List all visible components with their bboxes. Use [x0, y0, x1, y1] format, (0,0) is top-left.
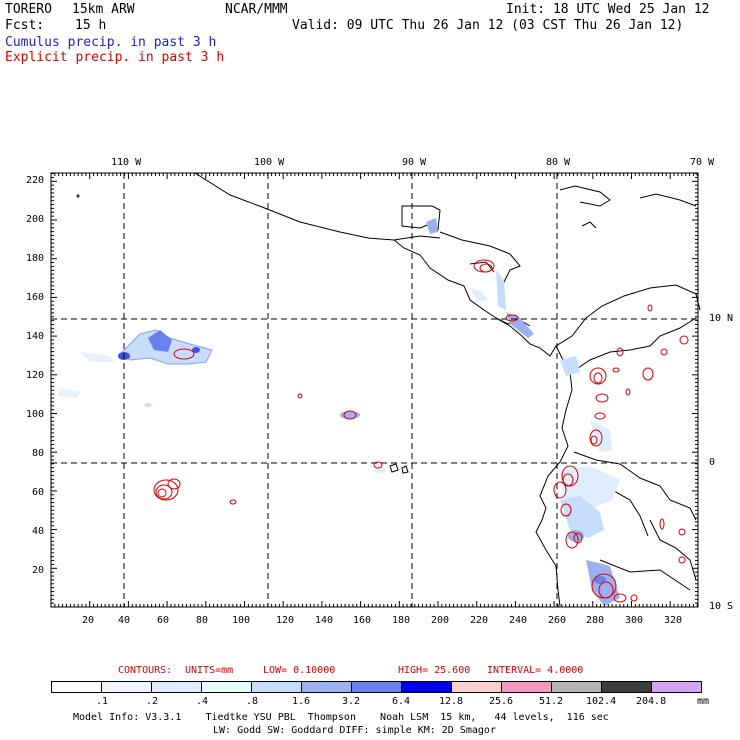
colorbar-swatch: [351, 681, 402, 693]
contour-high: HIGH= 25.600: [398, 665, 471, 676]
lon-label-110w: 110 W: [111, 157, 142, 168]
y-tick-label: 180: [26, 253, 45, 264]
colorbar-label: .8: [246, 696, 259, 707]
colorbar-swatch: [251, 681, 302, 693]
y-tick-label: 120: [26, 370, 45, 381]
x-tick-label: 140: [315, 615, 334, 626]
x-tick-label: 200: [431, 615, 450, 626]
colorbar-label: .2: [146, 696, 159, 707]
valid-time: Valid: 09 UTC Thu 26 Jan 12 (03 CST Thu …: [292, 18, 684, 33]
lat-label-10s: 10 S: [709, 601, 734, 612]
y-tick-label: 20: [32, 565, 45, 576]
lon-label-90w: 90 W: [402, 157, 427, 168]
lon-label-80w: 80 W: [546, 157, 571, 168]
colorbar-swatch: [101, 681, 152, 693]
lat-lon-grid: [51, 173, 698, 607]
field-cumulus-precip: Cumulus precip. in past 3 h: [5, 35, 217, 50]
colorbar-label: 51.2: [539, 696, 564, 707]
colorbar-label: 3.2: [342, 696, 361, 707]
y-tick-label: 200: [26, 214, 45, 225]
x-tick-label: 40: [118, 615, 131, 626]
contour-interval: INTERVAL= 4.0000: [487, 665, 584, 676]
forecast-label: Fcst:: [5, 18, 45, 33]
x-tick-label: 300: [625, 615, 644, 626]
x-tick-label: 20: [82, 615, 95, 626]
colorbar-swatch: [51, 681, 102, 693]
explicit-precip-contours: [153, 259, 689, 603]
colorbar-swatch: [151, 681, 202, 693]
colorbar-swatch: [451, 681, 502, 693]
y-tick-label: 220: [26, 175, 45, 186]
y-tick-label: 40: [32, 526, 45, 537]
y-tick-label: 100: [26, 409, 45, 420]
contour-low: LOW= 0.10000: [263, 665, 336, 676]
x-tick-label: 160: [353, 615, 372, 626]
colorbar-swatch: [301, 681, 352, 693]
contour-label: CONTOURS:: [118, 665, 173, 676]
organization: NCAR/MMM: [225, 2, 288, 17]
model-info-line1: Model Info: V3.3.1 Tiedtke YSU PBL Thomp…: [73, 712, 609, 723]
colorbar-swatch: [201, 681, 252, 693]
coastlines: [76, 172, 701, 607]
colorbar-swatch: [501, 681, 552, 693]
colorbar-label: 25.6: [489, 696, 514, 707]
colorbar-label: 204.8: [636, 696, 667, 707]
x-tick-label: 60: [157, 615, 170, 626]
colorbar-label: 102.4: [586, 696, 617, 707]
model-name: TORERO: [5, 2, 52, 17]
x-tick-label: 240: [509, 615, 528, 626]
colorbar-label: 6.4: [392, 696, 411, 707]
x-tick-label: 100: [232, 615, 251, 626]
colorbar-swatch: [401, 681, 452, 693]
x-tick-label: 80: [196, 615, 209, 626]
x-tick-label: 220: [470, 615, 489, 626]
y-tick-label: 160: [26, 292, 45, 303]
x-tick-label: 280: [586, 615, 605, 626]
colorbar-swatch: [551, 681, 602, 693]
lon-label-100w: 100 W: [254, 157, 285, 168]
x-tick-label: 320: [664, 615, 683, 626]
model-resolution: 15km ARW: [72, 2, 135, 17]
y-tick-label: 80: [32, 448, 45, 459]
colorbar-unit: mm: [697, 696, 710, 707]
x-tick-label: 260: [548, 615, 567, 626]
model-info-line2: LW: Godd SW: Goddard DIFF: simple KM: 2D…: [213, 725, 496, 736]
contour-units: UNITS=mm: [185, 665, 234, 676]
colorbar-label: 12.8: [439, 696, 464, 707]
cumulus-precip-areas: [58, 218, 620, 606]
colorbar-swatch: [651, 681, 702, 693]
lon-label-70w: 70 W: [690, 157, 715, 168]
colorbar-swatch: [601, 681, 652, 693]
x-tick-label: 180: [392, 615, 411, 626]
colorbar-label: .1: [96, 696, 109, 707]
tick-marks: [50, 173, 698, 608]
lat-label-0: 0: [709, 457, 716, 468]
y-tick-label: 60: [32, 487, 45, 498]
lat-label-10n: 10 N: [709, 313, 734, 324]
y-tick-label: 140: [26, 331, 45, 342]
colorbar-label: .4: [196, 696, 209, 707]
x-tick-label: 120: [276, 615, 295, 626]
field-explicit-precip: Explicit precip. in past 3 h: [5, 50, 225, 65]
forecast-hour: 15 h: [75, 18, 107, 33]
colorbar-label: 1.6: [292, 696, 311, 707]
init-time: Init: 18 UTC Wed 25 Jan 12: [506, 2, 710, 17]
